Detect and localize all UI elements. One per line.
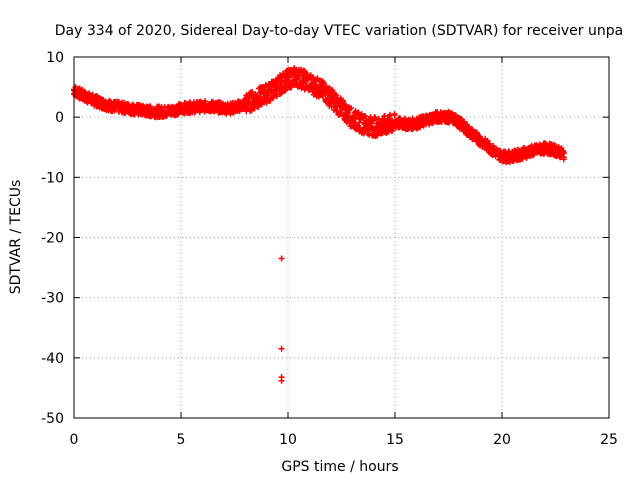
y-tick-label: -40 [41,351,64,367]
data-point [328,103,335,110]
y-tick-label: 0 [55,110,64,126]
data-point [320,79,327,86]
x-tick-label: 0 [70,432,79,448]
x-tick-label: 10 [279,432,297,448]
chart-title: Day 334 of 2020, Sidereal Day-to-day VTE… [55,23,623,39]
y-tick-label: -50 [41,411,64,427]
x-tick-label: 25 [600,432,618,448]
data-point [348,105,355,112]
data-point [270,94,277,101]
y-tick-label: -30 [41,291,64,307]
data-point [285,74,292,81]
outlier-point [278,255,285,262]
data-point [391,112,398,119]
plot-frame [73,56,610,419]
data-point [339,97,346,104]
data-point [202,98,209,105]
y-tick-label: -20 [41,231,64,247]
data-point [336,108,343,115]
y-tick-label: -10 [41,170,64,186]
outlier-point [278,345,285,352]
axis-layer: 0 5 10 15 20 25 10 0 -10 -20 -30 -40 -50 [41,50,618,448]
x-tick-label: 5 [177,432,186,448]
data-layer [71,65,567,384]
x-tick-label: 15 [386,432,404,448]
y-tick-label: 10 [46,50,64,66]
x-axis-label: GPS time / hours [281,459,398,475]
y-axis-label: SDTVAR / TECUs [8,180,24,295]
outlier-point [278,377,285,384]
data-point [351,119,358,126]
data-point [560,154,567,161]
x-tick-label: 20 [493,432,511,448]
